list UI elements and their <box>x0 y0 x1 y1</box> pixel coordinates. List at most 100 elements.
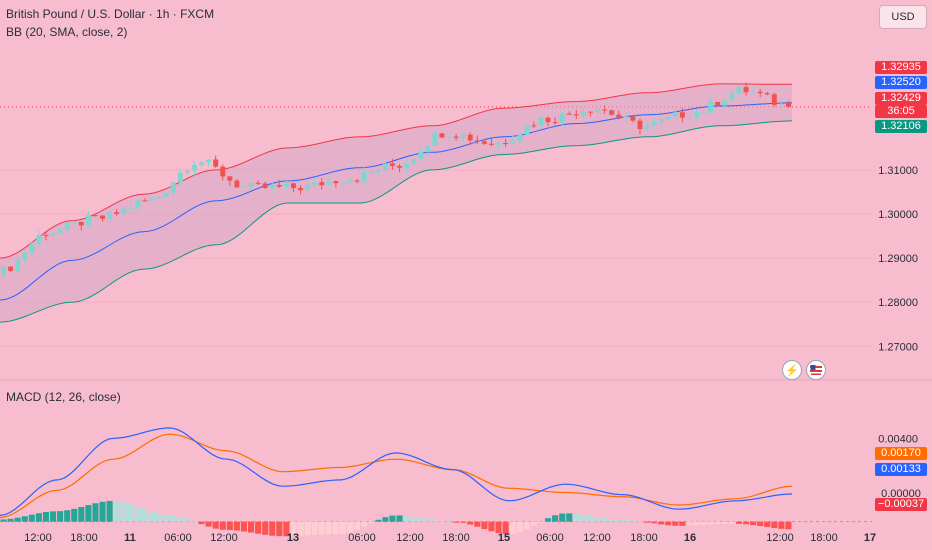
candle-body <box>630 116 636 121</box>
macd-line-label: 0.00133 <box>875 463 927 476</box>
macd-hist-bar <box>375 519 382 522</box>
macd-hist-bar <box>78 507 85 522</box>
macd-hist-bar <box>438 521 445 523</box>
macd-hist-bar <box>269 521 276 536</box>
macd-hist-bar <box>50 511 57 522</box>
macd-hist-bar <box>594 517 601 522</box>
macd-hist-bar <box>460 521 467 523</box>
candle-body <box>715 101 721 106</box>
candle-body <box>460 134 466 138</box>
time-tick-label: 11 <box>124 532 136 544</box>
candle-body <box>672 112 678 117</box>
macd-hist-bar <box>92 503 99 522</box>
candle-body <box>496 143 502 145</box>
candle-body <box>411 159 417 164</box>
macd-hist-bar <box>509 521 516 534</box>
candle-body <box>382 163 388 171</box>
candle-body <box>347 180 353 183</box>
macd-hist-bar <box>134 506 141 522</box>
candle-body <box>8 266 14 271</box>
candle-body <box>78 221 84 226</box>
macd-hist-bar <box>750 521 757 526</box>
candle-body <box>191 164 197 171</box>
price-tick-label: 1.30000 <box>878 209 918 221</box>
macd-hist-bar <box>552 515 559 522</box>
candle-body <box>701 112 707 114</box>
candle-body <box>375 170 381 172</box>
macd-hist-bar <box>523 521 530 530</box>
us-flag-icon[interactable] <box>806 360 826 380</box>
macd-hist-bar <box>57 511 64 522</box>
macd-hist-bar <box>679 521 686 526</box>
macd-hist-bar <box>42 512 49 522</box>
countdown-label: 36:05 <box>875 105 927 118</box>
macd-hist-bar <box>672 521 679 526</box>
macd-hist-bar <box>700 521 707 525</box>
macd-hist-bar <box>516 521 523 533</box>
macd-hist-bar <box>714 521 721 525</box>
macd-hist-bar <box>417 517 424 522</box>
candle-body <box>107 212 113 219</box>
candle-body <box>312 182 318 185</box>
time-tick-label: 17 <box>864 532 876 544</box>
time-tick-label: 12:00 <box>583 532 611 544</box>
macd-hist-bar <box>64 510 71 522</box>
candle-body <box>213 159 219 167</box>
bb-indicator-label[interactable]: BB (20, SMA, close, 2) <box>6 25 128 39</box>
macd-hist-bar <box>361 521 368 527</box>
candle-body <box>340 182 346 184</box>
candle-body <box>439 133 445 138</box>
macd-hist-bar <box>389 515 396 522</box>
price-tick-label: 1.28000 <box>878 297 918 309</box>
macd-hist-bar <box>707 521 714 525</box>
macd-hist-bar <box>622 519 629 522</box>
candle-body <box>517 134 523 141</box>
macd-hist-bar <box>658 521 665 525</box>
macd-hist-bar <box>545 518 552 522</box>
candle-body <box>764 93 770 95</box>
macd-hist-bar <box>636 521 643 523</box>
candle-body <box>128 207 134 209</box>
candle-body <box>474 140 480 142</box>
macd-hist-bar <box>368 521 375 524</box>
macd-hist-label: −0.00037 <box>875 498 927 511</box>
candle-body <box>686 117 692 119</box>
macd-hist-bar <box>276 521 283 537</box>
currency-button[interactable]: USD <box>879 5 927 29</box>
macd-tick-label: 0.00400 <box>878 433 918 445</box>
macd-line <box>0 427 793 516</box>
macd-hist-bar <box>410 516 417 522</box>
macd-hist-bar <box>14 517 21 522</box>
candle-body <box>121 208 127 214</box>
macd-hist-bar <box>431 520 438 522</box>
candle-body <box>531 125 537 127</box>
candle-body <box>679 112 685 118</box>
candle-body <box>184 170 190 173</box>
lightning-icon[interactable]: ⚡ <box>782 360 802 380</box>
candle-body <box>651 121 657 126</box>
macd-hist-bar <box>573 513 580 522</box>
macd-hist-bar <box>113 500 120 522</box>
bollinger-bands <box>0 83 793 323</box>
macd-hist-bar <box>665 521 672 526</box>
candle-body <box>220 166 226 177</box>
macd-hist-bar <box>304 521 311 536</box>
macd-pane: 0.00400 <box>0 427 918 537</box>
macd-hist-bar <box>7 518 14 522</box>
time-tick-label: 18:00 <box>442 532 470 544</box>
candle-body <box>290 183 296 189</box>
macd-hist-bar <box>502 521 509 535</box>
macd-hist-bar <box>156 514 163 522</box>
candle-body <box>658 119 664 122</box>
macd-hist-bar <box>481 521 488 530</box>
time-tick-label: 13 <box>287 532 299 544</box>
macd-hist-bar <box>424 519 431 522</box>
macd-hist-bar <box>311 521 318 536</box>
macd-indicator-label[interactable]: MACD (12, 26, close) <box>6 390 121 404</box>
candle-body <box>595 109 601 113</box>
macd-hist-bar <box>778 521 785 529</box>
candle-body <box>71 221 77 224</box>
candle-body <box>722 100 728 106</box>
macd-hist-bar <box>644 521 651 523</box>
